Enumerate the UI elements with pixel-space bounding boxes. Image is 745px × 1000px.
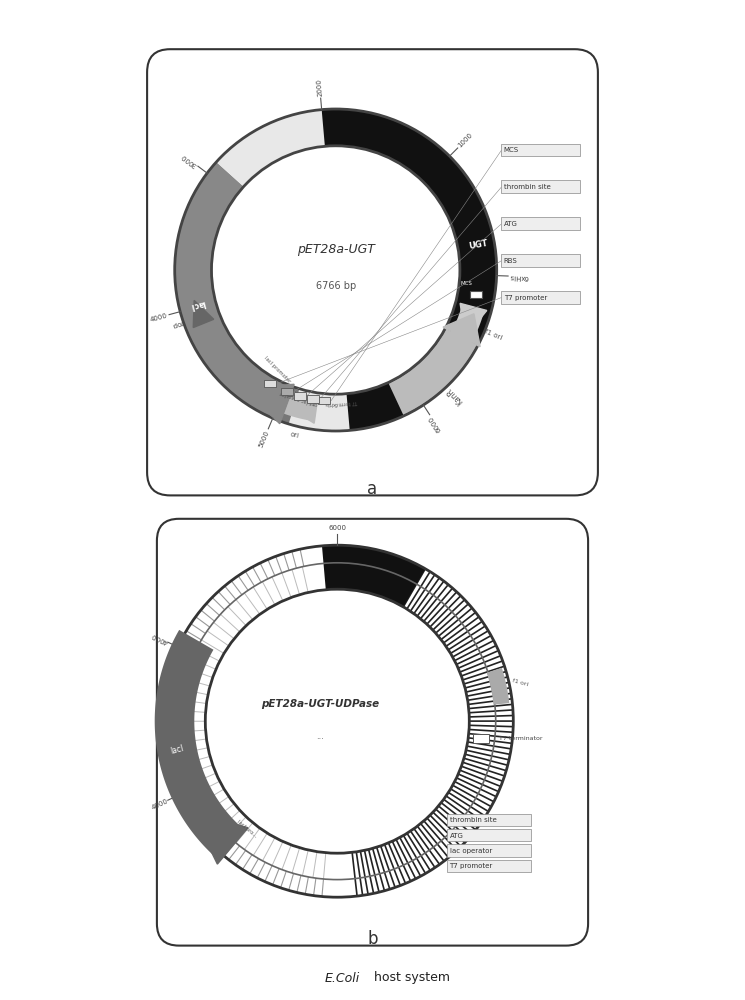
Polygon shape — [155, 630, 245, 861]
Text: 6000: 6000 — [428, 414, 443, 433]
Ellipse shape — [286, 390, 296, 397]
Text: 6xHis: 6xHis — [324, 401, 338, 406]
Text: ori: ori — [289, 431, 299, 439]
FancyBboxPatch shape — [501, 180, 580, 193]
Polygon shape — [283, 394, 317, 421]
Text: 4000: 4000 — [150, 312, 168, 323]
Polygon shape — [322, 545, 425, 607]
Text: MCS: MCS — [504, 147, 519, 153]
Polygon shape — [289, 399, 317, 423]
Text: 5000: 5000 — [258, 429, 270, 448]
Polygon shape — [443, 314, 480, 347]
Text: 6000: 6000 — [329, 525, 346, 531]
FancyBboxPatch shape — [157, 519, 588, 946]
Text: T7 terminator: T7 terminator — [499, 736, 542, 741]
Text: RBS: RBS — [504, 258, 517, 264]
Circle shape — [174, 109, 497, 431]
Circle shape — [212, 146, 460, 394]
Polygon shape — [193, 300, 214, 328]
FancyBboxPatch shape — [307, 395, 319, 403]
Text: thrombin site: thrombin site — [449, 817, 496, 823]
FancyBboxPatch shape — [501, 254, 580, 267]
FancyBboxPatch shape — [501, 291, 580, 304]
Text: UGT: UGT — [468, 239, 489, 251]
FancyBboxPatch shape — [447, 844, 531, 857]
Polygon shape — [322, 109, 497, 430]
Text: 2000: 2000 — [316, 78, 323, 97]
Polygon shape — [449, 304, 484, 347]
Text: 6766 bp: 6766 bp — [316, 281, 356, 291]
Circle shape — [162, 545, 513, 897]
Polygon shape — [191, 812, 248, 864]
Text: f1 ori: f1 ori — [484, 329, 503, 341]
Text: thrombin site: thrombin site — [504, 184, 551, 190]
Polygon shape — [176, 163, 293, 420]
FancyBboxPatch shape — [318, 397, 330, 404]
Text: 4000: 4000 — [150, 797, 169, 810]
Polygon shape — [389, 329, 477, 415]
FancyBboxPatch shape — [501, 217, 580, 230]
Text: T7 term.: T7 term. — [337, 399, 358, 406]
Text: 1000: 1000 — [457, 132, 474, 149]
Text: RBS: RBS — [307, 398, 318, 405]
FancyBboxPatch shape — [447, 860, 531, 872]
Text: T7 promoter: T7 promoter — [449, 863, 492, 869]
FancyBboxPatch shape — [281, 388, 293, 395]
Text: ...: ... — [316, 732, 323, 741]
FancyBboxPatch shape — [147, 49, 598, 495]
Text: E.Coli: E.Coli — [325, 972, 361, 984]
Text: lac operator: lac operator — [449, 848, 492, 854]
FancyBboxPatch shape — [294, 392, 305, 400]
Text: lac operator: lac operator — [279, 390, 309, 404]
Text: 3000: 3000 — [180, 152, 198, 168]
Text: MCS: MCS — [460, 281, 472, 286]
Text: 4000: 4000 — [150, 632, 169, 645]
Text: lacI promoter: lacI promoter — [263, 355, 291, 384]
Polygon shape — [486, 668, 510, 705]
Text: rop: rop — [170, 319, 183, 328]
Text: ATG: ATG — [449, 833, 463, 839]
FancyBboxPatch shape — [447, 829, 531, 841]
Text: b: b — [367, 930, 378, 948]
Polygon shape — [243, 384, 294, 424]
Polygon shape — [174, 162, 299, 424]
Text: lacI pro...: lacI pro... — [236, 819, 258, 839]
Text: ATG: ATG — [504, 221, 518, 227]
Text: lacI: lacI — [169, 743, 185, 756]
Text: a: a — [367, 480, 378, 497]
FancyBboxPatch shape — [470, 291, 482, 298]
Text: lacI: lacI — [188, 298, 206, 311]
FancyBboxPatch shape — [264, 380, 276, 387]
FancyBboxPatch shape — [501, 143, 580, 156]
Text: KanR: KanR — [444, 385, 465, 405]
FancyBboxPatch shape — [447, 814, 531, 826]
FancyBboxPatch shape — [474, 734, 489, 743]
Polygon shape — [189, 305, 212, 327]
Circle shape — [206, 590, 469, 853]
Text: f1 ori: f1 ori — [512, 678, 529, 687]
Text: host system: host system — [370, 972, 450, 984]
Text: pET28a-UGT-UDPase: pET28a-UGT-UDPase — [261, 699, 378, 709]
Text: 6xHis: 6xHis — [509, 273, 528, 280]
Text: T7 promoter: T7 promoter — [504, 295, 547, 301]
Polygon shape — [460, 303, 486, 337]
Text: pET28a-UGT: pET28a-UGT — [297, 243, 375, 256]
